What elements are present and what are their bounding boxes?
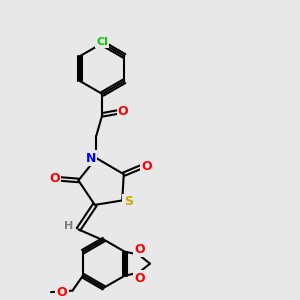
Text: S: S — [124, 195, 133, 208]
Text: H: H — [64, 221, 74, 231]
Text: O: O — [142, 160, 152, 173]
Text: O: O — [57, 286, 67, 298]
Text: O: O — [134, 243, 145, 256]
Text: Cl: Cl — [96, 37, 108, 47]
Text: O: O — [49, 172, 60, 185]
Text: O: O — [134, 272, 145, 284]
Text: O: O — [118, 105, 128, 118]
Text: N: N — [86, 152, 96, 165]
